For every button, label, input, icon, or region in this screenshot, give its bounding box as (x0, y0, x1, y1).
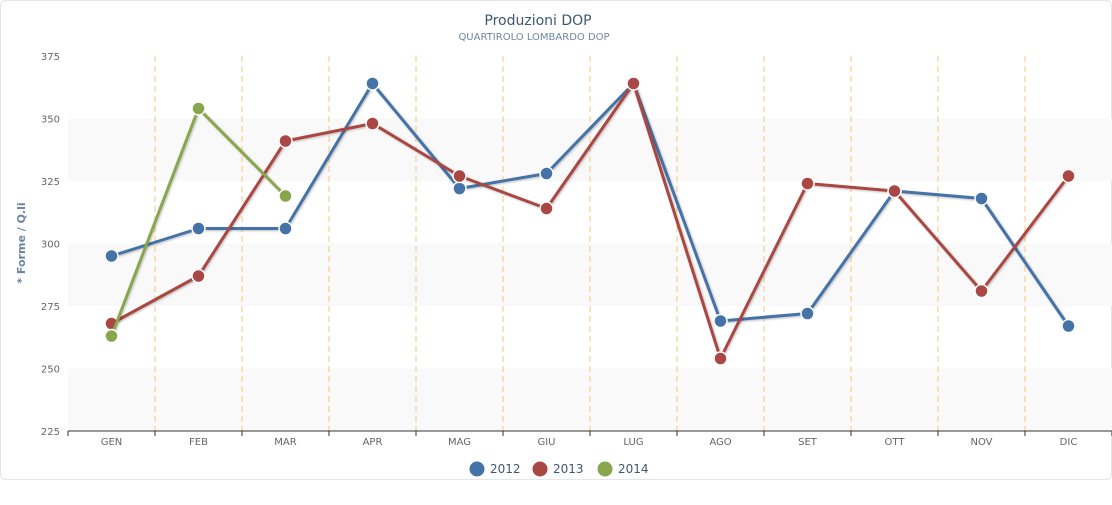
x-tick-label: GEN (101, 437, 123, 448)
y-tick-label: 350 (41, 115, 60, 126)
x-axis: GEN FEB MAR APR MAG GIU LUG AGO SET OTT NOV DIC (67, 430, 1112, 448)
x-tick-label: SET (798, 437, 818, 448)
legend-marker-2014 (596, 460, 614, 478)
data-point-2012-APR (365, 76, 380, 91)
data-point-2012-DIC (1061, 318, 1076, 334)
series-2012 (104, 76, 1076, 334)
data-point-2012-GIU (539, 166, 554, 181)
y-axis: 225 250 275 300 325 350 375 (41, 52, 60, 438)
data-point-2012-SET (800, 306, 815, 321)
data-point-2014-MAR (278, 188, 293, 204)
data-point-2012-GEN (104, 248, 119, 264)
data-point-2013-MAG (452, 168, 467, 184)
x-tick-label: LUG (623, 437, 643, 448)
data-point-2013-MAR (278, 133, 293, 149)
data-point-2014-FEB (191, 101, 206, 116)
data-point-2012-NOV (974, 191, 989, 206)
x-tick-label: NOV (970, 437, 992, 448)
plot-band (68, 243, 1112, 306)
legend-item-2013: 2013 (531, 460, 584, 478)
chart-title: Produzioni DOP (484, 13, 591, 29)
data-point-2013-OTT (887, 183, 902, 199)
data-point-2014-GEN (104, 328, 119, 344)
x-tick-label: APR (363, 437, 383, 448)
legend-label-2012: 2012 (490, 462, 521, 476)
data-point-2012-FEB (191, 221, 206, 236)
data-point-2013-DIC (1061, 168, 1076, 184)
data-point-2013-NOV (974, 283, 989, 299)
x-tick-label: AGO (709, 437, 731, 448)
data-point-2013-APR (365, 116, 380, 131)
data-point-2013-SET (800, 176, 815, 191)
y-tick-label: 225 (41, 427, 60, 438)
series-2014 (104, 101, 293, 344)
x-tick-label: FEB (189, 437, 208, 448)
chart-subtitle: QUARTIROLO LOMBARDO DOP (458, 32, 609, 43)
data-point-2012-MAR (278, 221, 293, 236)
x-tick-label: GIU (537, 437, 555, 448)
legend-label-2014: 2014 (618, 462, 649, 476)
y-axis-label: * Forme / Q.li (15, 202, 28, 283)
data-point-2013-FEB (191, 268, 206, 284)
y-tick-label: 250 (41, 365, 60, 376)
vertical-gridlines (154, 56, 1026, 431)
legend-marker-2012 (468, 460, 486, 478)
x-tick-label: MAG (448, 437, 471, 448)
y-tick-label: 325 (41, 177, 60, 188)
series-line-2013 (110, 82, 1070, 360)
data-point-2013-AGO (713, 351, 728, 366)
plot-bands (68, 118, 1112, 431)
y-tick-label: 300 (41, 240, 60, 251)
y-tick-label: 375 (41, 52, 60, 63)
legend-item-2012: 2012 (468, 460, 521, 478)
legend: 2012 2013 2014 (468, 460, 649, 478)
data-point-2013-LUG (626, 76, 641, 91)
legend-item-2014: 2014 (596, 460, 649, 478)
series-layer (104, 76, 1076, 366)
x-tick-label: OTT (885, 437, 906, 448)
data-point-2012-AGO (713, 313, 728, 329)
y-tick-label: 275 (41, 302, 60, 313)
data-point-2013-GIU (539, 201, 554, 216)
x-tick-label: MAR (274, 437, 296, 448)
legend-marker-2013 (531, 460, 549, 478)
data-point-2012-MAG (452, 181, 467, 196)
x-tick-label: DIC (1060, 437, 1078, 448)
legend-label-2013: 2013 (553, 462, 584, 476)
series-line-2012 (110, 82, 1070, 328)
